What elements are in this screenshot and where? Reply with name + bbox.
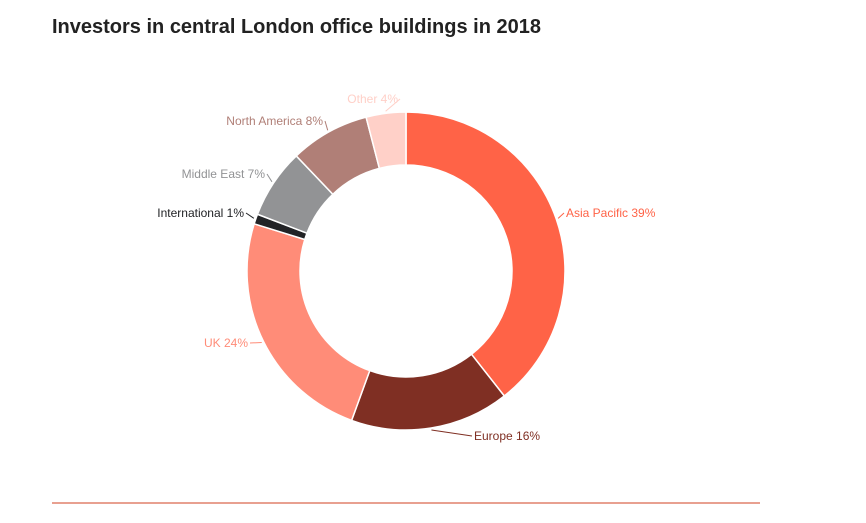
slice-europe [350,353,506,431]
divider [52,502,760,504]
data-label: Europe 16% [474,429,540,443]
leader-line [324,120,329,131]
data-label: North America 8% [226,114,323,128]
slice-uk [246,222,371,422]
data-label: Other 4% [347,92,398,106]
slice-asia-pacific [405,111,566,398]
data-label: Middle East 7% [182,167,266,181]
data-label: International 1% [157,206,244,220]
leader-line [245,212,255,219]
chart-title: Investors in central London office build… [52,16,541,38]
data-label: UK 24% [204,336,248,350]
leader-line [557,212,565,219]
leader-line [266,173,273,183]
leader-line [385,98,401,112]
leader-line [249,341,262,344]
data-label: Asia Pacific 39% [566,206,656,220]
slice-other [365,111,407,170]
leader-line [431,429,473,437]
